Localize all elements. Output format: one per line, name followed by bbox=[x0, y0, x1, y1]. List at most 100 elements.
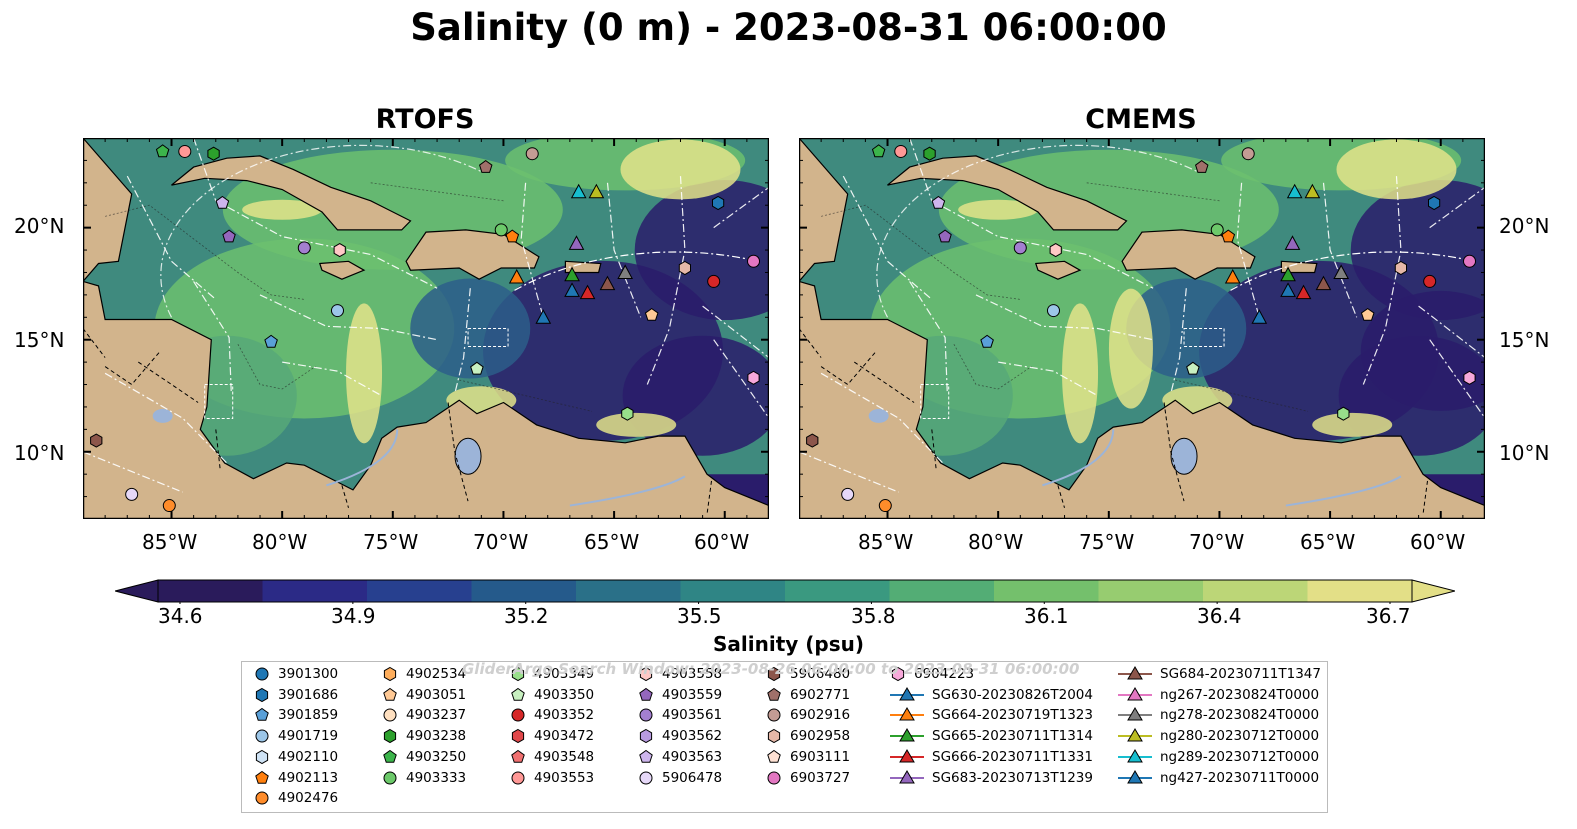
circle-marker-icon bbox=[511, 771, 525, 784]
obs-marker-4903352 bbox=[707, 274, 721, 288]
legend-item: 4903237 bbox=[382, 705, 466, 725]
lat-label-15-right: 15°N bbox=[1499, 328, 1550, 352]
legend-item-label: 4902476 bbox=[278, 790, 339, 807]
panel-title-cmems: CMEMS bbox=[1085, 104, 1197, 135]
obs-marker-4902113 bbox=[1221, 229, 1236, 243]
obs-marker-4903561 bbox=[1013, 241, 1027, 255]
legend-item-label: ng280-20230712T0000 bbox=[1160, 728, 1320, 745]
legend-item: 4902534 bbox=[382, 664, 466, 684]
obs-marker-4903238 bbox=[923, 146, 936, 161]
pentagon-marker-icon bbox=[639, 687, 653, 701]
colorbar-tick-label: 36.1 bbox=[1024, 604, 1069, 628]
legend-item: ng289-20230712T0000 bbox=[1118, 747, 1319, 767]
legend-item-label: 4903563 bbox=[662, 748, 723, 765]
circle-marker-icon bbox=[255, 791, 269, 805]
lon-label-70-right: 70°W bbox=[1189, 530, 1245, 554]
obs-marker-4901719 bbox=[1046, 304, 1060, 318]
obs-marker-6902958 bbox=[1394, 260, 1407, 276]
legend-item: 4903548 bbox=[510, 747, 594, 767]
lon-label-60-left: 60°W bbox=[694, 530, 750, 554]
legend-item-label: 4903352 bbox=[534, 707, 595, 724]
pentagon-marker-icon bbox=[767, 687, 781, 701]
obs-marker-SG666-20230711T1331 bbox=[1295, 284, 1312, 300]
obs-marker-4903559 bbox=[938, 229, 952, 243]
legend-item: ng267-20230824T0000 bbox=[1118, 685, 1319, 705]
legend-item-label: 6903727 bbox=[790, 769, 851, 786]
obs-marker-4903349 bbox=[621, 406, 634, 421]
triangle-line-marker-icon bbox=[890, 686, 924, 701]
lat-label-10-right: 10°N bbox=[1499, 441, 1550, 465]
obs-marker-6902916 bbox=[525, 147, 539, 161]
legend-item: 4903472 bbox=[510, 726, 594, 746]
obs-marker-4903352 bbox=[1423, 274, 1437, 288]
legend-item: 4903051 bbox=[382, 685, 466, 705]
hexagon-marker-icon bbox=[639, 729, 653, 744]
legend-item-label: 4903558 bbox=[662, 666, 723, 682]
lon-label-75-left: 75°W bbox=[363, 530, 419, 554]
legend-item-label: SG664-20230719T1323 bbox=[932, 707, 1093, 724]
legend-item: 6903727 bbox=[766, 768, 850, 788]
legend-item-label: 4903472 bbox=[534, 728, 595, 745]
legend-item-label: SG684-20230711T1347 bbox=[1160, 666, 1321, 682]
lon-label-85-left: 85°W bbox=[142, 530, 198, 554]
lat-label-10-left: 10°N bbox=[14, 441, 65, 465]
legend-item: 4902113 bbox=[254, 768, 338, 788]
obs-marker-SG630-20230826T2004 bbox=[1280, 282, 1296, 297]
legend-item-label: 6902916 bbox=[790, 707, 851, 724]
circle-marker-icon bbox=[639, 708, 653, 722]
obs-marker-SG683-20230713T1239 bbox=[1284, 235, 1301, 250]
legend-item: 6902916 bbox=[766, 705, 850, 725]
obs-marker-6902958 bbox=[678, 260, 691, 276]
legend-item-label: ng289-20230712T0000 bbox=[1160, 748, 1320, 765]
lon-label-80-right: 80°W bbox=[968, 530, 1024, 554]
hexagon-marker-icon bbox=[891, 666, 905, 682]
legend-item: 5906480 bbox=[766, 664, 850, 684]
rtofs-map bbox=[83, 138, 769, 519]
legend-item: 4903352 bbox=[510, 705, 594, 725]
hexagon-marker-icon bbox=[255, 687, 269, 702]
legend-item-label: ng427-20230711T0000 bbox=[1160, 769, 1320, 786]
triangle-line-marker-icon bbox=[890, 769, 924, 783]
legend-item: 6902958 bbox=[766, 726, 850, 746]
legend-item: 4901719 bbox=[254, 726, 338, 746]
obs-marker-SG665-20230711T1314 bbox=[1280, 266, 1296, 282]
legend-item-label: 6903111 bbox=[790, 748, 851, 765]
legend-item: SG683-20230713T1239 bbox=[890, 768, 1093, 788]
legend-item: 4903333 bbox=[382, 768, 466, 788]
hexagon-marker-icon bbox=[383, 666, 397, 682]
hexagon-marker-icon bbox=[767, 666, 781, 682]
obs-marker-4903559 bbox=[222, 229, 236, 243]
legend-item: 6902771 bbox=[766, 685, 850, 705]
legend-item-label: 4902113 bbox=[278, 769, 339, 786]
legend-item-label: 3901859 bbox=[278, 707, 339, 724]
obs-marker-6902771 bbox=[479, 159, 493, 173]
legend-item-label: ng278-20230824T0000 bbox=[1160, 707, 1320, 724]
obs-marker-3901859 bbox=[980, 334, 994, 348]
legend-item-label: 4903561 bbox=[662, 707, 723, 724]
colorbar-tick-label: 35.5 bbox=[677, 604, 722, 628]
obs-marker-4902476 bbox=[162, 499, 176, 513]
legend-item: 4903563 bbox=[638, 747, 722, 767]
legend-item-label: 4903562 bbox=[662, 728, 723, 745]
legend-item-label: SG666-20230711T1331 bbox=[932, 748, 1093, 765]
triangle-line-marker-icon bbox=[1118, 748, 1152, 763]
legend-item-label: 4903548 bbox=[534, 748, 595, 765]
circle-marker-icon bbox=[383, 771, 397, 784]
legend-item-label: 6904223 bbox=[914, 666, 975, 682]
legend-item: 3901686 bbox=[254, 685, 338, 705]
circle-marker-icon bbox=[639, 771, 653, 784]
legend: 3901300 3901686 3901859 4901719 4902110 49021… bbox=[241, 661, 1328, 813]
legend-item: SG666-20230711T1331 bbox=[890, 747, 1093, 767]
legend-item-label: 4903350 bbox=[534, 686, 595, 703]
obs-marker-4903558 bbox=[333, 243, 346, 258]
obs-marker-4902476 bbox=[878, 499, 892, 513]
obs-marker-4903250 bbox=[871, 144, 886, 158]
legend-item: ng278-20230824T0000 bbox=[1118, 705, 1319, 725]
legend-item: 6904223 bbox=[890, 664, 974, 684]
obs-marker-ng427-20230711T0000 bbox=[1251, 309, 1268, 324]
obs-marker-SG683-20230713T1239 bbox=[568, 235, 585, 250]
legend-item-label: 4903333 bbox=[406, 769, 467, 786]
colorbar-tick-label: 36.7 bbox=[1366, 604, 1411, 628]
lat-label-15-left: 15°N bbox=[14, 328, 65, 352]
legend-item-label: 4903553 bbox=[534, 769, 595, 786]
